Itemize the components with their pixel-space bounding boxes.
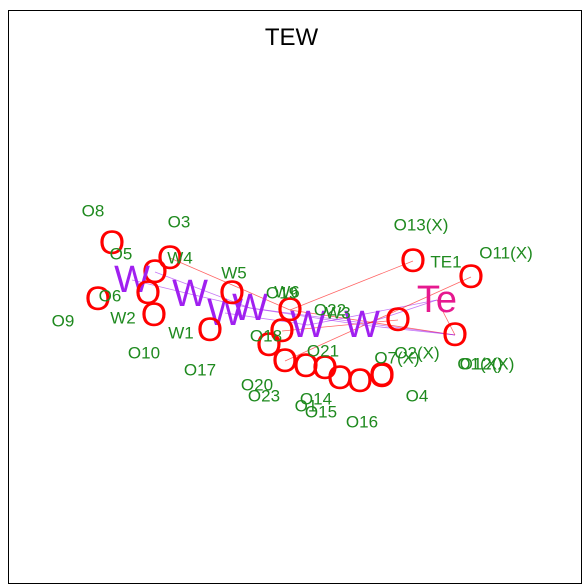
atom-label: W2 <box>110 309 136 328</box>
atom-glyph-o: O <box>312 349 338 387</box>
atom-glyph-o: O <box>219 274 245 312</box>
bond-line <box>249 307 456 336</box>
atom-glyph-o: O <box>400 242 426 280</box>
atom-glyph-o: O <box>99 224 125 262</box>
bond-line <box>154 271 251 309</box>
atom-label: O15 <box>305 403 337 422</box>
atom-glyph-o: O <box>269 312 295 350</box>
atom-glyph-o: O <box>369 356 395 394</box>
atom-label: O9 <box>52 312 75 331</box>
atom-label: O20 <box>241 376 273 395</box>
bond-line <box>169 257 291 311</box>
bond-line <box>284 276 472 362</box>
atom-glyph-o: O <box>141 296 167 334</box>
atom-glyph-o: O <box>385 301 411 339</box>
atom-label: O2(X) <box>394 344 439 363</box>
atom-label: O10 <box>128 344 160 363</box>
plot-title: TEW <box>264 24 319 51</box>
atom-label: O12(X) <box>460 355 515 374</box>
plot-frame <box>8 10 582 584</box>
atom-glyph-o: O <box>272 342 298 380</box>
atom-glyph-te: Te <box>417 279 457 321</box>
atom-glyph-w: W <box>232 287 268 329</box>
atom-label: O23 <box>248 387 280 406</box>
atom-label: TE1 <box>430 253 461 272</box>
atom-glyph-w: W <box>114 259 150 301</box>
bond-line <box>281 319 399 332</box>
bond-line <box>224 312 309 326</box>
bond-lines <box>131 257 472 362</box>
atom-glyph-o: O <box>369 357 395 395</box>
atom-glyph-o: O <box>347 362 373 400</box>
atom-glyph-o: O <box>458 258 484 296</box>
atom-glyph-w: W <box>172 273 208 315</box>
atom-label: O13(X) <box>394 216 449 235</box>
atom-label: W1 <box>168 324 194 343</box>
atom-glyph-w: W <box>290 304 326 346</box>
atom-label: O21 <box>307 342 339 361</box>
bond-line <box>289 260 414 311</box>
atom-label: O18 <box>250 327 282 346</box>
atom-label: O16 <box>346 413 378 432</box>
atom-glyph-o: O <box>157 239 183 277</box>
atom-glyph-o: O <box>197 311 223 349</box>
bond-line <box>436 299 456 336</box>
atom-label: O8 <box>82 202 105 221</box>
atom-glyph-o: O <box>85 280 111 318</box>
atom-label: O11(X) <box>479 244 533 263</box>
atom-label: O22 <box>314 301 346 320</box>
atom-glyph-w: W <box>207 292 243 334</box>
atom-label: O17 <box>184 361 216 380</box>
atom-glyph-o: O <box>442 316 468 354</box>
bond-line <box>307 299 438 326</box>
bond-line <box>189 293 251 309</box>
atom-glyph-o: O <box>142 253 168 291</box>
atom-glyph-o: O <box>256 326 282 364</box>
atom-label: O19 <box>266 284 298 303</box>
atom-label: W4 <box>167 249 193 268</box>
atom-glyph-o: O <box>277 291 303 329</box>
atom-label: O3 <box>168 213 191 232</box>
atom-label: O5 <box>110 245 133 264</box>
atom-glyph-o: O <box>327 359 353 397</box>
atom-label: W6 <box>274 283 300 302</box>
atom-label: O1 <box>295 397 318 416</box>
bond-line <box>131 279 191 295</box>
atom-glyph-w: W <box>344 304 380 346</box>
atom-label: W3 <box>325 304 351 323</box>
atom-label: O6 <box>99 287 122 306</box>
atom-label: O4 <box>406 387 429 406</box>
atom-label: O14 <box>300 390 332 409</box>
atom-glyph-o: O <box>293 347 319 385</box>
atom-label: W5 <box>221 264 247 283</box>
atom-label: O1(X) <box>457 355 502 374</box>
atom-label: O7(X) <box>374 349 419 368</box>
atom-glyph-o: O <box>135 274 161 312</box>
